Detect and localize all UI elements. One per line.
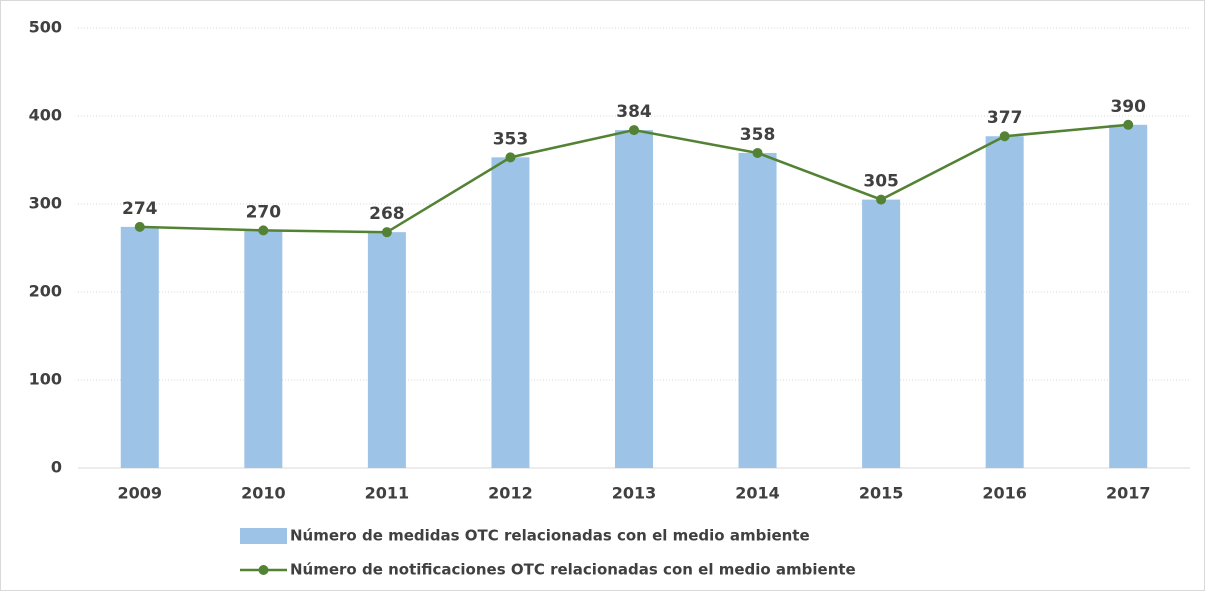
data-label: 305 [863,172,899,192]
bar [244,230,283,468]
bar [985,136,1024,469]
x-tick-label: 2013 [612,484,657,503]
bar [367,232,406,468]
x-tick-label: 2012 [488,484,533,503]
y-tick-label: 500 [29,18,62,37]
bar [1109,124,1148,469]
x-tick-label: 2016 [982,484,1027,503]
bar [120,226,159,468]
data-label: 390 [1110,97,1146,117]
bar [615,130,653,468]
x-tick-label: 2010 [241,484,286,503]
data-label: 358 [740,125,776,145]
x-tick-label: 2014 [735,484,780,503]
line-point [134,221,145,232]
line-point [505,152,516,163]
legend-swatch [240,528,287,544]
bar [491,157,530,469]
line-point [381,227,392,238]
x-tick-label: 2009 [118,484,163,503]
line-point [752,147,763,158]
data-label: 377 [987,108,1023,128]
legend-label: Número de notificaciones OTC relacionada… [290,561,856,579]
x-tick-label: 2017 [1106,484,1151,503]
x-tick-label: 2015 [859,484,904,503]
data-label: 270 [246,202,282,222]
data-label: 274 [122,199,158,219]
data-label: 353 [493,129,529,149]
line-point [999,131,1010,142]
y-tick-label: 400 [29,106,62,125]
legend-point [258,565,269,575]
line-point [876,194,887,205]
line-point [1123,119,1134,130]
y-tick-label: 200 [29,282,62,301]
y-tick-label: 100 [29,370,62,389]
data-label: 384 [616,102,652,122]
y-tick-label: 300 [29,194,62,213]
data-label: 268 [369,204,405,224]
y-tick-label: 0 [51,458,62,477]
bar [862,199,901,468]
legend-label: Número de medidas OTC relacionadas con e… [290,527,810,545]
line-point [629,125,639,136]
x-tick-label: 2011 [365,484,410,503]
bar [738,152,777,468]
line-point [258,225,269,236]
